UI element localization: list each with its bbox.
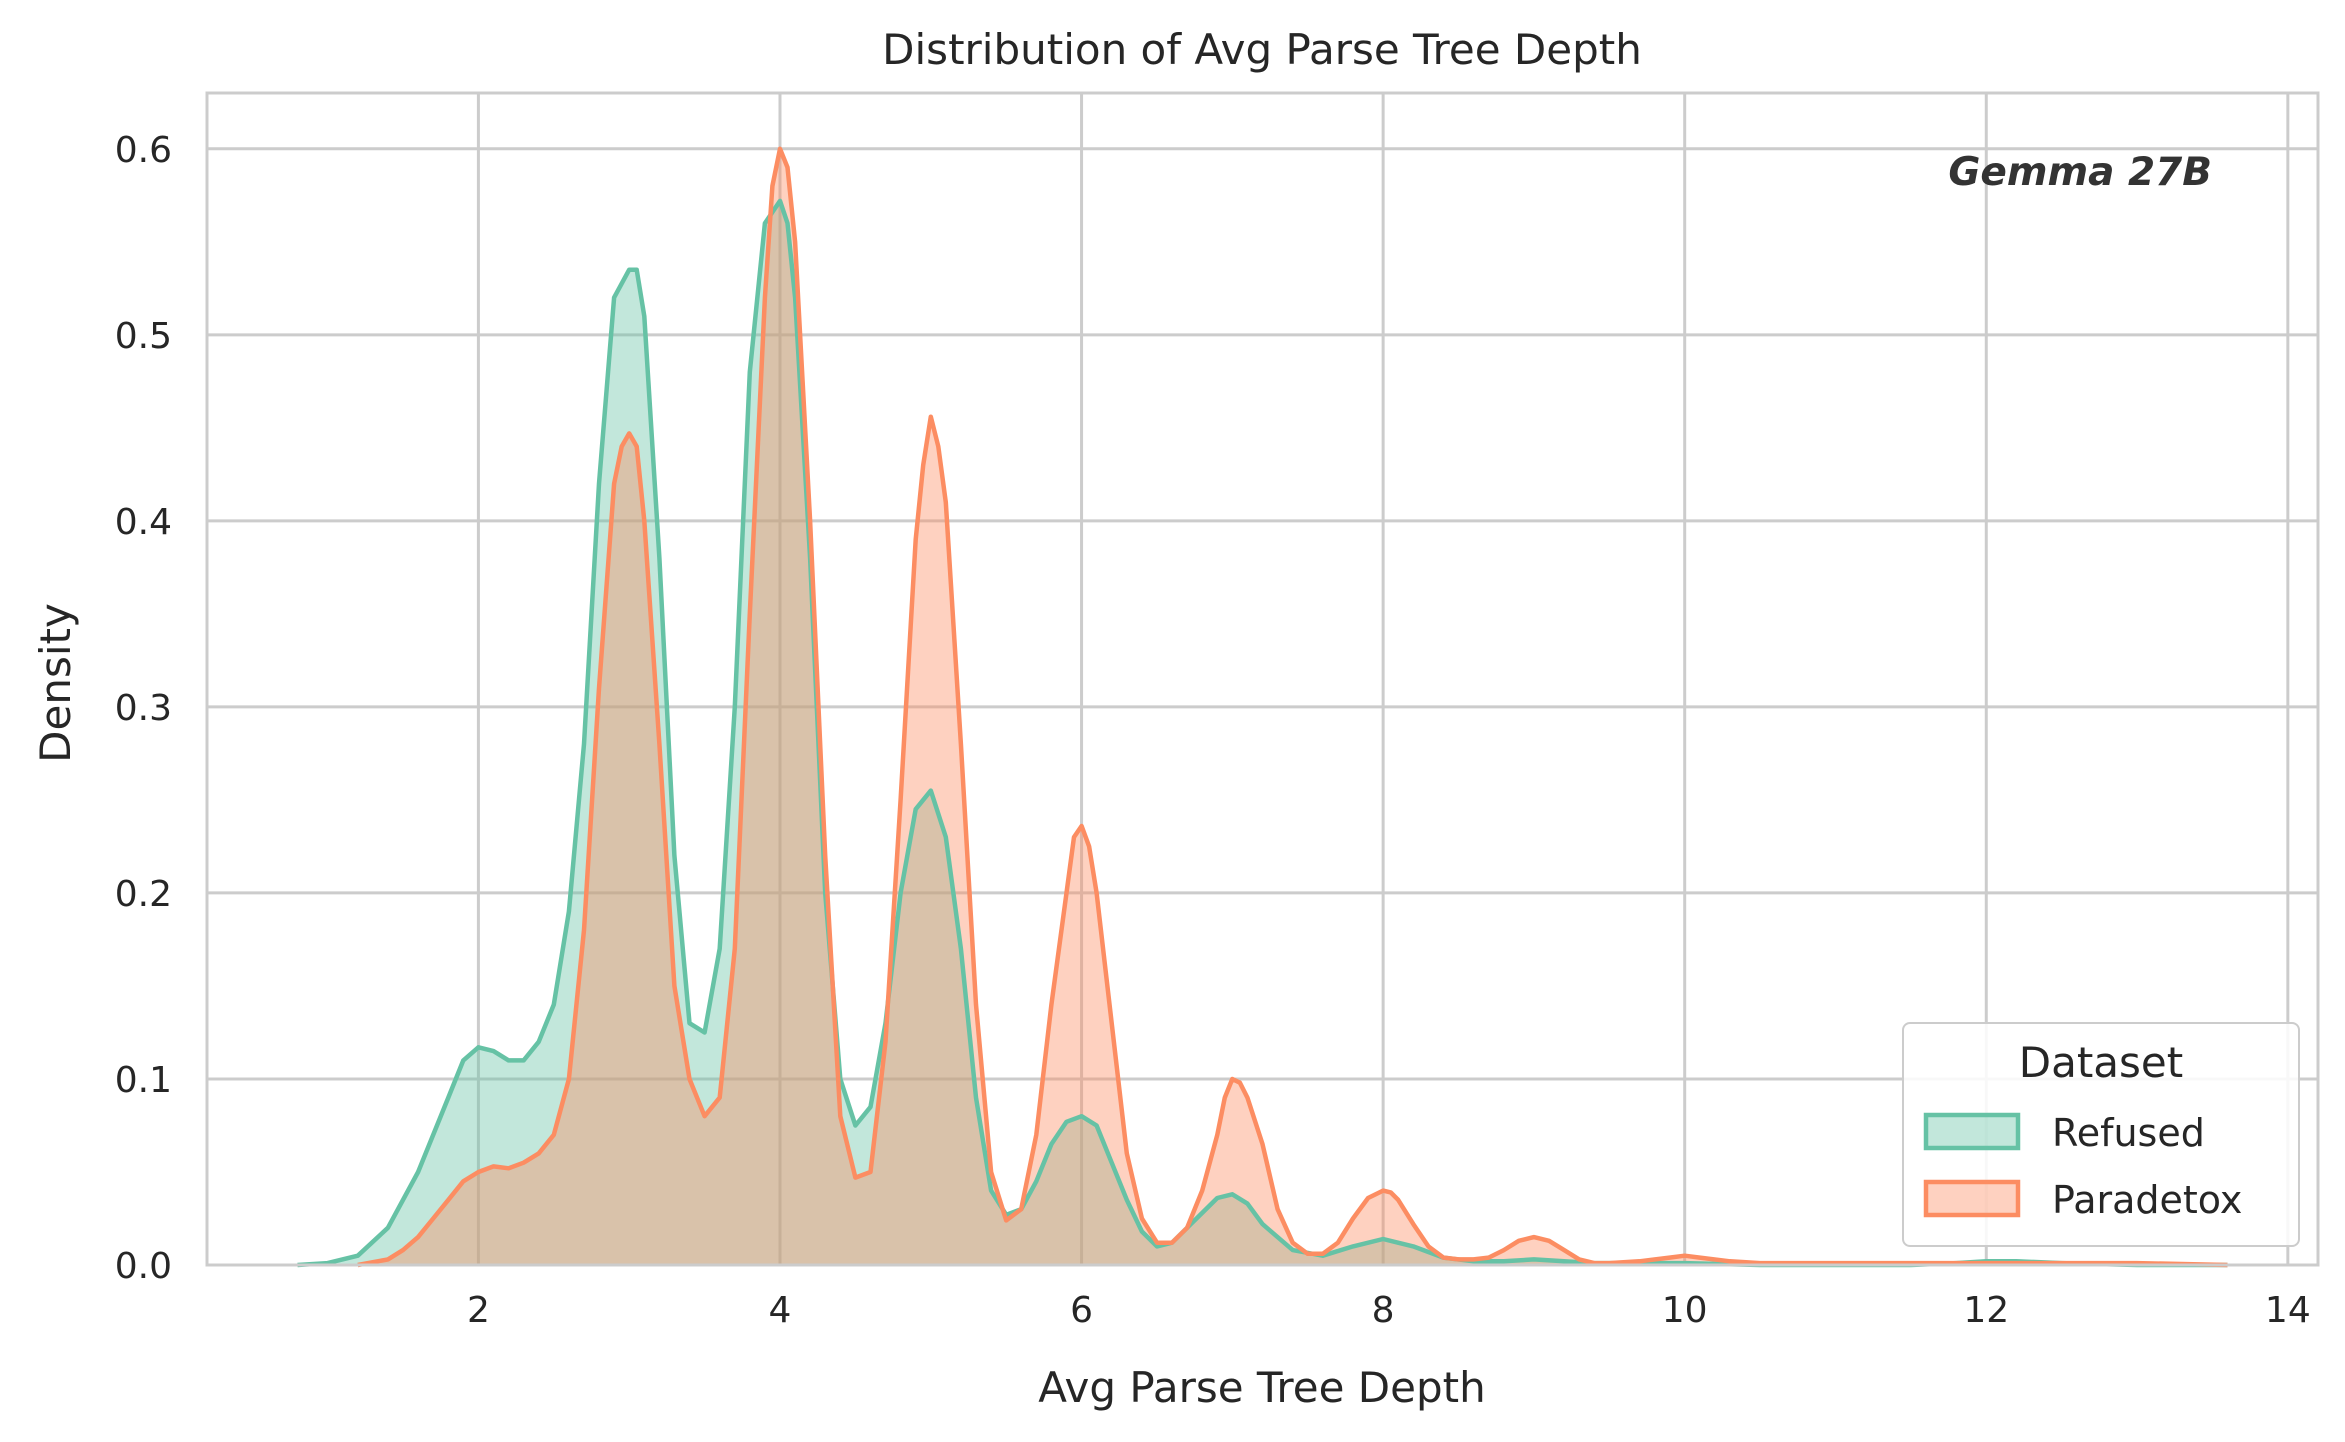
y-tick-label: 0.5 (115, 316, 172, 357)
model-annotation: Gemma 27B (1948, 150, 2212, 195)
legend-box (1902, 1022, 2300, 1247)
x-tick-label: 6 (1070, 1290, 1093, 1331)
x-tick-label: 12 (1963, 1290, 2009, 1331)
legend-label-paradetox: Paradetox (2052, 1178, 2242, 1222)
density-line-refused (297, 198, 2228, 1268)
legend-title: Dataset (2019, 1038, 2183, 1087)
x-tick-label: 8 (1372, 1290, 1395, 1331)
y-tick-label: 0.1 (115, 1060, 172, 1101)
y-tick-label: 0.6 (115, 130, 172, 171)
y-tick-label: 0.0 (115, 1246, 172, 1287)
density-area-refused (297, 200, 2228, 1265)
x-tick-label: 14 (2265, 1290, 2311, 1331)
x-tick-label: 10 (1662, 1290, 1708, 1331)
chart-title: Distribution of Avg Parse Tree Depth (882, 25, 1642, 74)
x-tick-labels: 2 4 6 8 10 12 14 (467, 1290, 2311, 1331)
y-tick-label: 0.4 (115, 502, 172, 543)
y-tick-label: 0.3 (115, 688, 172, 729)
x-tick-label: 2 (467, 1290, 490, 1331)
series-layer (297, 146, 2228, 1268)
x-axis-label: Avg Parse Tree Depth (1038, 1363, 1485, 1412)
density-line-paradetox (357, 146, 2228, 1268)
y-tick-labels: 0.0 0.1 0.2 0.3 0.4 0.5 0.6 (115, 130, 172, 1287)
legend: Dataset Refused Paradetox (1902, 1022, 2300, 1247)
y-axis-label: Density (31, 603, 80, 763)
legend-swatch-paradetox (1923, 1179, 2021, 1218)
legend-swatch-refused (1923, 1112, 2021, 1151)
legend-label-refused: Refused (2052, 1111, 2205, 1155)
x-tick-label: 4 (769, 1290, 792, 1331)
y-tick-label: 0.2 (115, 874, 172, 915)
plot-frame (205, 91, 2320, 1267)
density-area-paradetox (357, 148, 2228, 1265)
